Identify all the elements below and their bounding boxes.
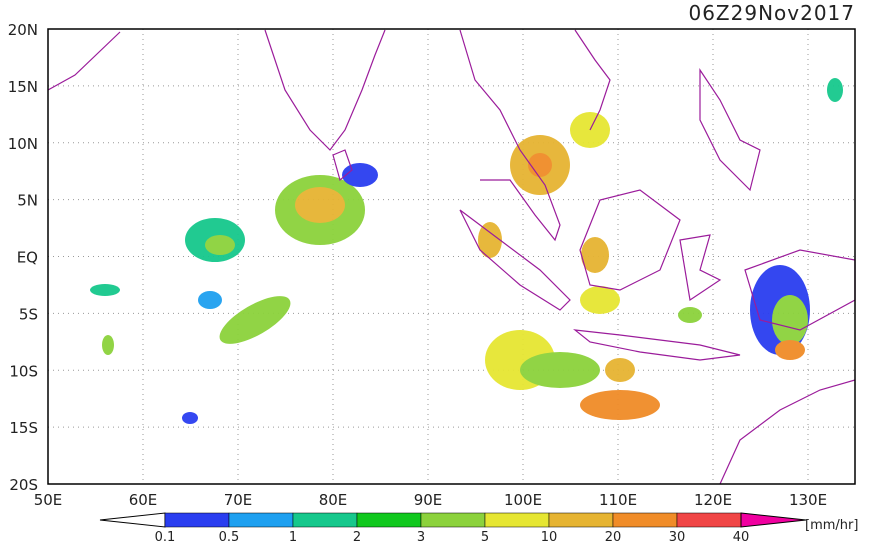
lat-label: 5N bbox=[17, 192, 38, 210]
colorbar-box bbox=[548, 512, 614, 528]
lon-label: 130E bbox=[789, 491, 827, 509]
lat-label: 20N bbox=[8, 21, 38, 39]
grid bbox=[48, 29, 855, 484]
lon-label: 100E bbox=[504, 491, 542, 509]
precip bbox=[90, 78, 843, 424]
colorbar-label: 3 bbox=[417, 530, 425, 544]
colorbar-arrow-high bbox=[740, 512, 807, 528]
colorbar-box bbox=[612, 512, 678, 528]
colorbar-label: 2 bbox=[353, 530, 361, 544]
colorbar-label: 30 bbox=[669, 530, 686, 544]
coastlines bbox=[47, 29, 856, 485]
colorbar-label: 10 bbox=[541, 530, 558, 544]
lat-label: 10N bbox=[8, 135, 38, 153]
colorbar-box bbox=[676, 512, 742, 528]
map-frame bbox=[47, 28, 856, 485]
title: 06Z29Nov2017 bbox=[688, 1, 855, 25]
lat-label: 10S bbox=[9, 362, 38, 380]
colorbar-box bbox=[420, 512, 486, 528]
colorbar-box bbox=[484, 512, 550, 528]
colorbar-label: 1 bbox=[289, 530, 297, 544]
colorbar-label: 0.5 bbox=[219, 530, 240, 544]
colorbar-box bbox=[164, 512, 230, 528]
lat-label: 5S bbox=[19, 305, 38, 323]
lon-label: 80E bbox=[319, 491, 348, 509]
colorbar-label: 0.1 bbox=[155, 530, 176, 544]
colorbar-label: 5 bbox=[481, 530, 489, 544]
colorbar-box bbox=[228, 512, 294, 528]
lat-label: 15S bbox=[9, 419, 38, 437]
lon-label: 110E bbox=[599, 491, 637, 509]
lat-label: EQ bbox=[17, 249, 38, 267]
lon-label: 50E bbox=[34, 491, 63, 509]
colorbar-label: 20 bbox=[605, 530, 622, 544]
colorbar: 0.1 0.5 1 2 3 5 10 20 30 40 bbox=[99, 512, 807, 545]
lat-label: 20S bbox=[9, 476, 38, 494]
lat-label: 15N bbox=[8, 78, 38, 96]
lon-label: 90E bbox=[414, 491, 443, 509]
colorbar-arrow-low bbox=[99, 512, 166, 528]
lon-label: 70E bbox=[224, 491, 253, 509]
lon-label: 60E bbox=[129, 491, 158, 509]
colorbar-box bbox=[292, 512, 358, 528]
lon-label: 120E bbox=[694, 491, 732, 509]
colorbar-box bbox=[356, 512, 422, 528]
colorbar-label: 40 bbox=[733, 530, 750, 544]
colorbar-unit: [mm/hr] bbox=[805, 518, 858, 533]
